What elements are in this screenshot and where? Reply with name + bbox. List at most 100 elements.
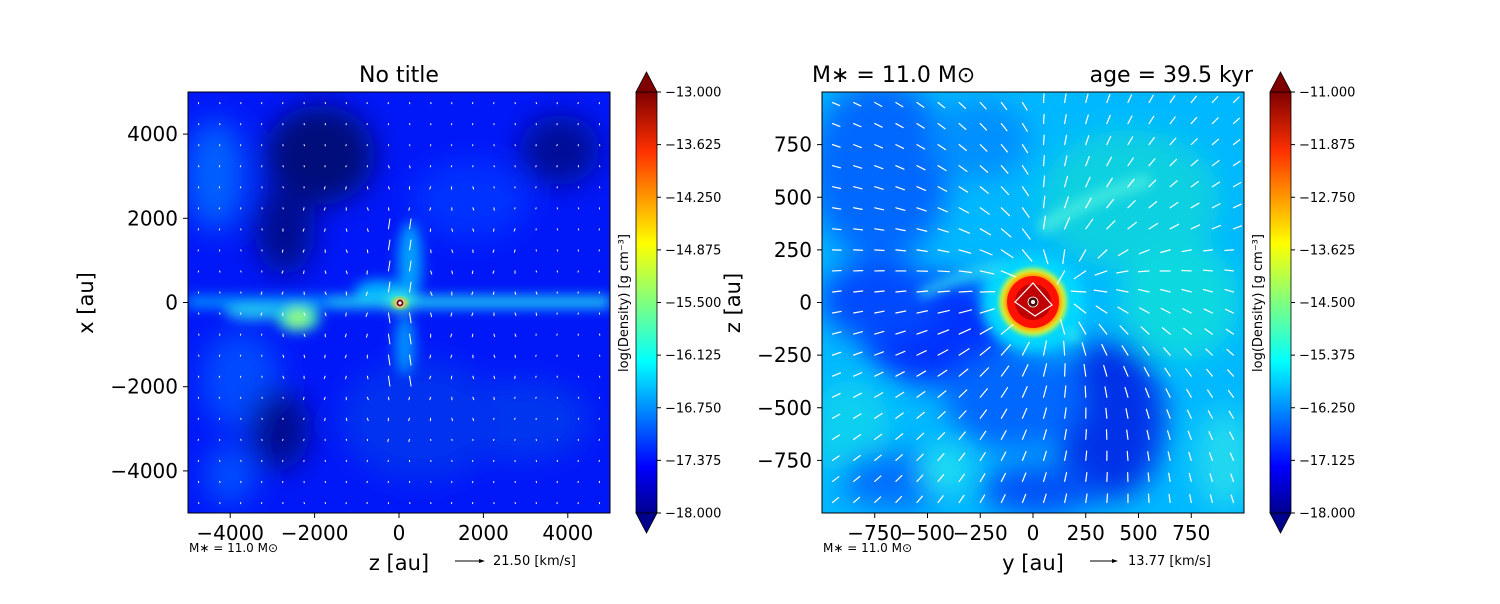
left-velocity-arrow [346, 418, 347, 420]
left-colorbar-tick-label: −15.500 [665, 296, 721, 311]
right-x-tick-label: −250 [953, 521, 1008, 545]
right-y-tick-label: −750 [757, 448, 812, 472]
left-velocity-arrow [346, 376, 347, 379]
left-colorbar-tick-label: −17.375 [665, 454, 721, 469]
left-colorbar-tick-label: −14.250 [665, 191, 721, 206]
left-y-axis-label: x [au] [74, 272, 98, 334]
left-y-tick-label: 2000 [127, 206, 178, 230]
right-y-tick-label: 0 [799, 291, 812, 315]
left-x-tick-label: 4000 [542, 521, 593, 545]
left-velocity-arrow [409, 208, 410, 211]
left-velocity-arrow [261, 292, 262, 294]
right-velocity-arrow [833, 229, 842, 230]
left-footer-mass: M∗ = 11.0 M⊙ [189, 541, 278, 555]
left-velocity-arrow [472, 271, 473, 274]
left-velocity-arrow [388, 208, 389, 211]
right-velocity-arrow [1107, 494, 1108, 503]
left-key-arrow-icon [479, 559, 485, 563]
right-colorbar-tick-label: −14.500 [1299, 296, 1355, 311]
left-vector-key: 21.50 [km/s] [455, 554, 576, 569]
right-density-map [810, 80, 1255, 515]
right-footer-mass: M∗ = 11.0 M⊙ [823, 541, 912, 555]
left-colorbar: −13.000 −13.625 −14.250 −14.875 −15.500 −16.1… [617, 72, 721, 533]
right-velocity-arrow [1127, 451, 1128, 460]
right-x-tick-label: 0 [1027, 521, 1040, 545]
left-x-tick-label: 2000 [458, 521, 509, 545]
left-colorbar-tick-label: −13.000 [665, 86, 721, 101]
right-y-tick-label: 250 [774, 238, 812, 262]
right-title-mass: M∗ = 11.0 M⊙ [812, 63, 975, 88]
left-velocity-arrow [388, 439, 389, 441]
left-velocity-arrow [515, 292, 516, 294]
left-velocity-arrow [473, 418, 474, 420]
right-velocity-arrow [1044, 156, 1045, 166]
right-colorbar-tick-label: −16.250 [1299, 401, 1355, 416]
right-y-axis-label: z [au] [721, 273, 745, 333]
right-colorbar-tick-label: −12.750 [1299, 191, 1355, 206]
right-colorbar-label: log(Density) [g cm⁻³] [1251, 234, 1266, 372]
left-velocity-arrow [325, 229, 326, 232]
right-y-tick-label: −250 [757, 343, 812, 367]
right-x-tick-label: 500 [1119, 521, 1157, 545]
left-velocity-arrow [514, 250, 515, 252]
right-colorbar-tick-label: −17.125 [1299, 454, 1355, 469]
left-velocity-arrow [304, 355, 305, 357]
right-velocity-arrow [1225, 250, 1234, 251]
left-velocity-arrow [282, 250, 283, 252]
left-velocity-arrow [410, 166, 411, 168]
right-colorbar: −11.000−11.875−12.750−13.625−14.500−15.3… [1251, 72, 1355, 533]
right-velocity-arrow [938, 271, 949, 272]
right-colorbar-max-arrow [1270, 72, 1291, 92]
right-velocity-arrow [1085, 386, 1086, 397]
right-title-age: age = 39.5 kyr [1090, 63, 1254, 88]
right-y-tick-label: −500 [757, 396, 812, 420]
left-colorbar-tick-label: −16.750 [665, 401, 721, 416]
right-colorbar-min-arrow [1270, 513, 1291, 533]
left-x-tick-label: −2000 [281, 521, 349, 545]
left-velocity-arrow [367, 376, 368, 379]
left-velocity-arrow [472, 334, 473, 337]
right-velocity-arrow [1138, 271, 1149, 272]
left-y-tick-label: −2000 [110, 375, 178, 399]
left-velocity-arrow [304, 397, 305, 399]
right-x-tick-label: 750 [1172, 521, 1210, 545]
left-x-axis-label: z [au] [369, 551, 429, 575]
right-colorbar-tick-label: −15.375 [1299, 349, 1355, 364]
left-y-tick-label: 0 [165, 291, 178, 315]
left-colorbar-tick-label: −14.875 [665, 243, 721, 258]
right-velocity-arrow [1203, 270, 1212, 271]
right-colorbar-tick-label: −11.875 [1299, 138, 1355, 153]
left-y-tick-label: −4000 [110, 459, 178, 483]
right-x-axis-label: y [au] [1002, 551, 1064, 575]
left-colorbar-tick-label: −18.000 [665, 507, 721, 522]
right-velocity-arrow [959, 291, 972, 292]
left-velocity-arrow [451, 313, 452, 316]
right-velocity-arrow [1149, 494, 1150, 502]
left-title: No title [359, 63, 439, 88]
right-colorbar-tick-label: −11.000 [1299, 86, 1355, 101]
left-density-map [185, 92, 610, 513]
right-x-tick-label: 250 [1067, 521, 1105, 545]
left-colorbar-tick-label: −16.125 [665, 349, 721, 364]
left-velocity-arrow [304, 208, 305, 210]
right-velocity-arrow [1071, 291, 1085, 292]
left-colorbar-max-arrow [636, 72, 657, 92]
left-colorbar-label: log(Density) [g cm⁻³] [617, 234, 632, 372]
left-velocity-arrow [409, 397, 410, 400]
right-vector-key: 13.77 [km/s] [1090, 554, 1211, 569]
left-key-label: 21.50 [km/s] [493, 554, 576, 569]
left-colorbar-tick-label: −13.625 [665, 138, 721, 153]
right-key-arrow-icon [1112, 559, 1118, 563]
left-colorbar-min-arrow [636, 513, 657, 533]
right-velocity-arrow [1086, 430, 1087, 440]
right-y-tick-label: 500 [774, 185, 812, 209]
left-velocity-arrow [367, 187, 368, 189]
right-velocity-arrow [1044, 135, 1045, 145]
right-colorbar-tick-label: −18.000 [1299, 507, 1355, 522]
left-x-tick-label: 0 [393, 521, 406, 545]
left-velocity-arrow [494, 334, 495, 337]
right-y-tick-label: 750 [774, 133, 812, 157]
